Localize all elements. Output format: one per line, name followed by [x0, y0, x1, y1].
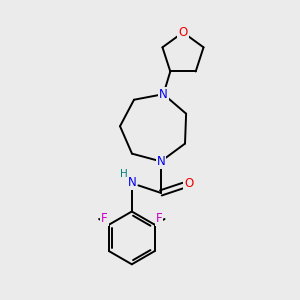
Text: O: O	[184, 177, 194, 190]
Text: N: N	[157, 155, 165, 168]
Text: F: F	[101, 212, 108, 226]
Text: O: O	[178, 26, 188, 39]
Text: H: H	[119, 169, 127, 179]
Text: N: N	[128, 176, 136, 190]
Text: F: F	[156, 212, 163, 226]
Text: N: N	[159, 88, 168, 101]
